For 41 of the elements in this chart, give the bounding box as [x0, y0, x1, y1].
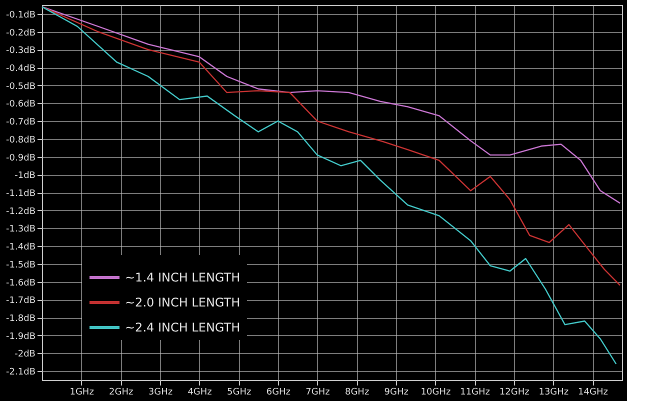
y-tick-label: -1dB [14, 171, 36, 182]
y-tick-label: -1.1dB [6, 189, 36, 199]
y-tick-label: -1.3dB [6, 224, 36, 235]
y-tick-label: -1.8dB [6, 314, 36, 324]
y-tick-label: -0.7dB [6, 118, 36, 128]
y-tick-label: -0.8dB [6, 135, 36, 146]
y-tick-label: -0.9dB [6, 153, 36, 164]
line-series [41, 6, 617, 365]
x-tick-label: 13GHz [538, 388, 569, 398]
x-tick-label: 8GHz [344, 388, 370, 398]
x-tick-label: 7GHz [306, 388, 330, 398]
y-tick-label: -2dB [14, 350, 36, 360]
y-tick-label: -0.2dB [6, 28, 36, 38]
y-tick-label: -1.9dB [6, 332, 36, 342]
x-tick-label: 5GHz [227, 388, 252, 398]
y-tick-label: -2.1dB [6, 368, 36, 378]
y-tick-label: -0.3dB [6, 46, 36, 56]
x-tick-label: 2GHz [109, 388, 134, 398]
y-tick-label: -1.7dB [6, 296, 36, 306]
y-tick-label: -0.4dB [6, 64, 36, 74]
x-tick-label: 6GHz [266, 388, 291, 398]
legend-label: ~1.4 INCH LENGTH [125, 270, 240, 284]
y-tick-label: -0.1dB [6, 10, 36, 20]
y-tick-label: -1.5dB [6, 260, 36, 270]
x-tick-label: 4GHz [188, 388, 212, 398]
x-tick-label: 12GHz [499, 388, 530, 398]
line-series [41, 6, 621, 204]
y-tick-label: -0.5dB [6, 82, 36, 92]
x-tick-label: 10GHz [420, 388, 451, 398]
y-tick-label: -1.2dB [6, 206, 36, 217]
legend-label: ~2.0 INCH LENGTH [125, 296, 240, 310]
x-tick-label: 11GHz [460, 388, 490, 398]
y-tick-label: -0.6dB [6, 100, 36, 110]
x-tick-label: 3GHz [148, 388, 173, 398]
x-tick-label: 9GHz [384, 388, 409, 398]
y-tick-label: -1.6dB [6, 278, 36, 288]
x-tick-label: 14GHz [578, 388, 608, 398]
line-series [41, 6, 621, 286]
y-tick-label: -1.4dB [6, 242, 36, 253]
legend-label: ~2.4 INCH LENGTH [125, 320, 240, 334]
x-tick-label: 1GHz [70, 388, 94, 398]
